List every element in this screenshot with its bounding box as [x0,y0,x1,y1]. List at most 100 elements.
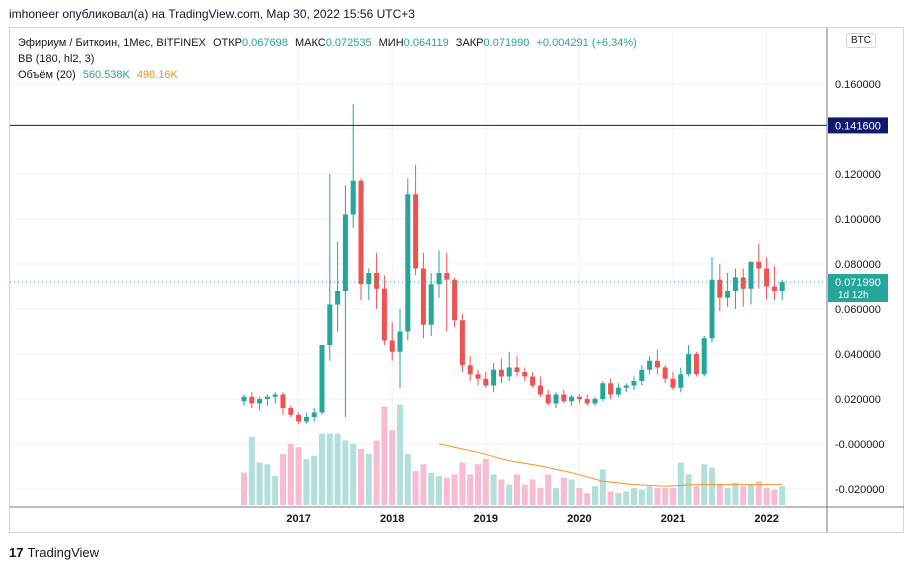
legend-close-label: ЗАКР [455,37,484,49]
legend-close: 0.071990 [483,37,530,49]
volume-bar [693,486,700,505]
candle-body [545,394,551,404]
volume-bar [303,459,310,505]
volume-bar [264,464,271,505]
candle-body [686,354,692,375]
y-tick-label: 0.040000 [835,349,881,361]
candle-body [327,304,333,345]
candle-body [280,394,286,408]
candle-body [522,372,528,377]
legend-low: 0.064119 [403,37,449,49]
candle-body [576,396,582,399]
volume-bar [451,474,458,505]
volume-bar [685,474,692,505]
candle-body [303,417,309,422]
candle-body [561,394,567,402]
candle-body [381,288,387,341]
volume-bar [709,467,715,505]
volume-bar [443,477,450,505]
legend-volume-label: Объём (20) [18,69,76,81]
candle-body [678,374,684,388]
candle-body [693,354,699,375]
volume-bar [771,489,778,505]
volume-bar [272,476,279,505]
candle-body [725,291,731,298]
candle-body [249,396,255,404]
candle-body [584,399,590,404]
legend-open-label: ОТКР [212,37,242,49]
volume-bar [428,472,435,505]
volume-bar [467,474,474,505]
candle-body [530,376,536,386]
legend-ohlc: Эфириум / Биткоин, 1Мес, BITFINEX ОТКР0.… [18,37,641,49]
volume-bar [779,486,786,505]
tradingview-logo-icon: 17 [9,545,24,560]
volume-bar [545,474,552,505]
last-price-badge [828,274,888,303]
candle-body [483,378,489,386]
volume-bar [623,491,630,505]
axes: 0.160000 0.120000 0.100000 0.080000 0.060000… [10,28,904,532]
candle-body [311,412,317,417]
last-price-countdown: 1d 12h [838,290,869,301]
volume-bar [498,479,505,505]
candle-body [296,414,302,422]
hline-price-badge [828,117,888,134]
x-tick-label: 2019 [474,513,498,525]
volume-bar [755,481,762,505]
volume-ma-line [438,443,783,487]
legend-low-label: МИН [378,37,404,49]
x-tick-label: 2020 [567,513,591,525]
volume-bar [763,488,770,505]
candle-body [389,340,395,352]
volume-bar [482,459,489,505]
x-tick-label: 2018 [380,513,404,525]
volume-bar [381,406,388,505]
candle-body [506,367,512,377]
candle-body [670,378,676,388]
volume-bar [592,486,598,505]
candle-body [701,338,707,375]
volume-bar [529,479,536,505]
volume-bar [373,440,380,505]
volume-bar [724,488,731,505]
legend-volume-ma: 498.16K [136,69,178,81]
overlay-lines [10,124,827,283]
volume-bar [397,404,403,505]
candle-body [514,367,520,372]
volume-bar [748,484,754,505]
candle-body [748,261,754,289]
volume-bar [342,440,349,505]
candle-body [241,396,247,402]
candle-body [420,268,426,325]
currency-badge[interactable]: BTC [846,33,876,48]
x-tick-label: 2017 [286,513,310,525]
volume-bar [311,455,318,505]
candle-body [608,383,614,395]
volume-bar [459,462,466,505]
y-tick-label: -0.000000 [835,439,885,451]
candle-body [413,194,419,269]
candle-body [288,408,294,415]
volume-bar [490,474,497,505]
volume-bar [599,469,606,505]
candle-body [475,374,481,379]
candle-body [771,286,777,291]
candle-body [732,277,738,291]
candle-body [272,394,278,397]
candle-body [623,385,629,388]
volume-bar [436,476,442,505]
candle-body [397,331,403,352]
volume-bar [350,443,357,505]
volume-bar [514,474,520,505]
candle-body [756,261,762,269]
legend-open: 0.067698 [242,37,288,49]
volume-bar [646,486,653,505]
volume-bar [607,491,614,505]
volume-bar [732,482,739,505]
candle-body [428,284,434,325]
candle-body [467,365,473,375]
candle-body [654,360,660,368]
volume-bar [576,488,583,505]
candle-body [358,180,364,285]
